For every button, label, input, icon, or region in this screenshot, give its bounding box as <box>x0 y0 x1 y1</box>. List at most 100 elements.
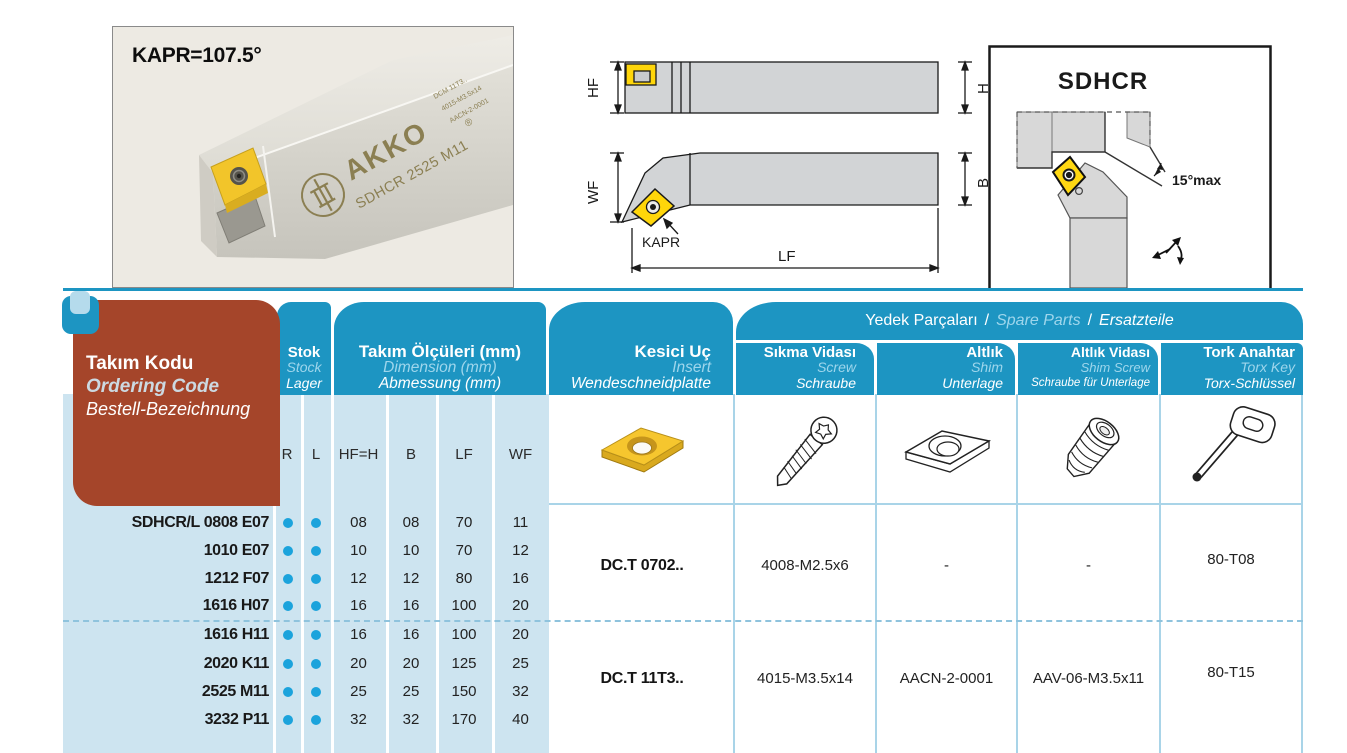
header-insert-tr: Kesici Uç <box>634 342 711 361</box>
stock-dot-l <box>311 715 321 725</box>
group-torx-code: 80-T08 <box>1207 551 1255 568</box>
shim-icon <box>904 430 992 473</box>
group-screw-code: 4015-M3.5x14 <box>757 670 853 687</box>
clearance-angle-label: 15°max <box>1172 172 1221 188</box>
stock-dot-l <box>311 546 321 556</box>
table-row: 1616 H07 16 16 100 20 <box>0 597 1347 617</box>
toolbar-front-face <box>213 65 513 259</box>
ordering-code: 2020 K11 <box>203 655 270 672</box>
dim-label-kapr: KAPR <box>642 234 680 250</box>
header-torx-key: Tork Anahtar Torx Key Torx-Schlüssel <box>1161 343 1303 395</box>
col-label-wf: WF <box>508 446 533 463</box>
dim-hf: 12 <box>350 570 367 587</box>
header-shim-screw-tr: Altlık Vidası <box>1070 343 1150 360</box>
column-divider <box>436 394 439 753</box>
dim-wf: 20 <box>512 626 529 643</box>
header-screw-en: Screw <box>817 359 856 375</box>
header-dimensions: Takım Ölçüleri (mm) Dimension (mm) Abmes… <box>334 302 546 395</box>
toolbar-head-face <box>199 155 217 257</box>
dim-lf: 100 <box>451 626 477 643</box>
header-shim-de: Unterlage <box>942 374 1003 391</box>
column-divider <box>386 394 389 753</box>
header-stock-en: Stock <box>286 359 322 375</box>
dim-label-wf: WF <box>585 181 602 204</box>
stock-dot-l <box>311 687 321 697</box>
header-shim-en: Shim <box>971 359 1003 375</box>
header-torx-de: Torx-Schlüssel <box>1203 374 1295 391</box>
dim-wf: 32 <box>512 683 529 700</box>
dim-lf: 170 <box>451 711 477 728</box>
column-divider <box>1159 394 1161 753</box>
ordering-code: 1616 H07 <box>202 597 270 614</box>
ordering-code: 1616 H11 <box>203 626 270 643</box>
stock-dot-l <box>311 574 321 584</box>
table-row: SDHCR/L 0808 E07 08 08 70 11 <box>0 514 1347 534</box>
row-divider <box>549 503 1303 505</box>
header-screw: Sıkma Vidası Screw Schraube <box>736 343 874 395</box>
toolbar-top-face <box>199 35 513 173</box>
column-divider <box>1016 394 1018 753</box>
dim-label-lf: LF <box>778 248 796 265</box>
header-screw-de: Schraube <box>796 374 856 391</box>
header-stock-tr: Stok <box>287 343 321 361</box>
dim-wf: 20 <box>512 597 529 614</box>
insert-icon <box>600 427 685 473</box>
header-dimensions-en: Dimension (mm) <box>383 359 497 376</box>
separator: / <box>984 312 990 329</box>
col-label-lf: LF <box>455 446 473 463</box>
dim-hf: 32 <box>350 711 367 728</box>
screw-icon <box>776 416 838 487</box>
group-shim-screw-code: - <box>1086 557 1091 574</box>
header-insert: Kesici Uç Insert Wendeschneidplatte <box>549 302 733 395</box>
dim-b: 16 <box>402 597 420 614</box>
group-shim-screw-code: AAV-06-M3.5x11 <box>1032 670 1145 687</box>
diagram-title: SDHCR <box>1058 68 1148 95</box>
dim-b: 10 <box>402 542 420 559</box>
ordering-code: 1212 F07 <box>204 570 270 587</box>
dim-b: 32 <box>402 711 420 728</box>
table-top-rule <box>63 288 1303 291</box>
dim-wf: 11 <box>512 514 529 531</box>
header-insert-en: Insert <box>672 359 711 376</box>
table-row: 1212 F07 12 12 80 16 <box>0 570 1347 590</box>
bookmark-tab-inner <box>70 291 90 314</box>
tool-photo: AKKO ® SDHCR 2525 M11 DCM 11T3.. 4015-M3… <box>112 26 514 288</box>
stock-dot-r <box>283 518 293 528</box>
dim-lf: 70 <box>455 542 473 559</box>
dim-lf: 125 <box>451 655 477 672</box>
column-divider <box>1301 394 1303 753</box>
dim-b: 12 <box>402 570 420 587</box>
column-divider <box>733 394 735 753</box>
header-shim: Altlık Shim Unterlage <box>877 343 1015 395</box>
header-dimensions-tr: Takım Ölçüleri (mm) <box>358 342 522 361</box>
stock-dot-l <box>311 659 321 669</box>
dim-hf: 08 <box>350 514 367 531</box>
header-screw-tr: Sıkma Vidası <box>763 343 856 361</box>
header-stock: Stok Stock Lager <box>277 302 331 395</box>
header-shim-screw-en: Shim Screw <box>1080 360 1150 375</box>
kapr-angle-label: KAPR=107.5° <box>132 44 262 67</box>
group-screw-code: 4008-M2.5x6 <box>761 557 849 574</box>
column-divider <box>492 394 495 753</box>
table-row: 1010 E07 10 10 70 12 <box>0 542 1347 562</box>
tool-photo-render: AKKO ® SDHCR 2525 M11 DCM 11T3.. 4015-M3… <box>113 27 514 287</box>
ordering-code: SDHCR/L 0808 E07 <box>131 514 270 531</box>
header-ordering-en: Ordering Code <box>86 376 220 397</box>
dim-b: 16 <box>402 626 420 643</box>
header-ordering-code: Takım Kodu Ordering Code Bestell-Bezeich… <box>73 300 280 506</box>
dim-hf: 16 <box>350 597 367 614</box>
group-insert-code: DC.T 11T3.. <box>600 670 684 687</box>
stock-dot-r <box>283 715 293 725</box>
column-divider <box>301 394 304 753</box>
table-row: 2525 M11 25 25 150 32 <box>0 683 1347 703</box>
col-label-hf: HF=H <box>338 446 379 463</box>
header-insert-de: Wendeschneidplatte <box>570 374 711 392</box>
stock-dot-r <box>283 601 293 611</box>
header-ordering-de: Bestell-Bezeichnung <box>86 399 251 419</box>
dim-hf: 25 <box>350 683 367 700</box>
col-label-l: L <box>311 446 321 463</box>
dim-label-b: B <box>975 178 992 188</box>
dim-b: 25 <box>402 683 420 700</box>
group-shim-code: - <box>944 557 949 574</box>
